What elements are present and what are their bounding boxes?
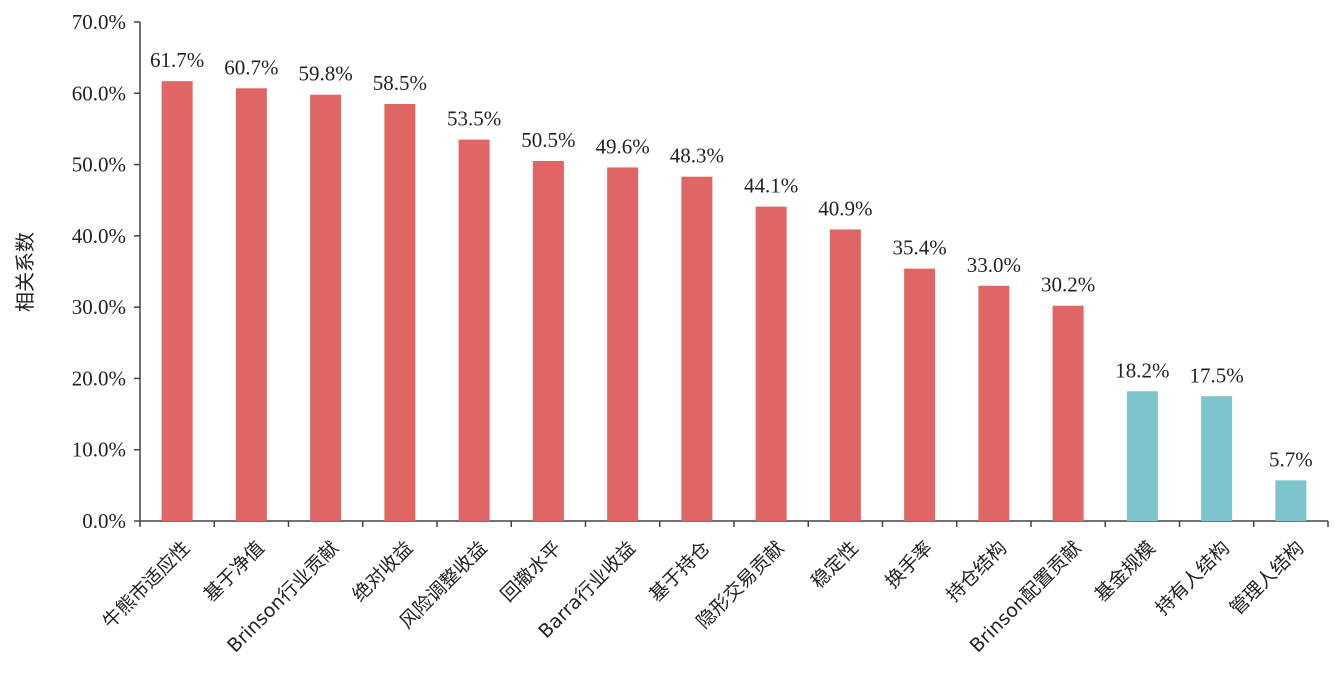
- bar: [681, 176, 713, 521]
- x-tick-label: 基金规模: [1091, 537, 1160, 606]
- data-labels: 61.7% 60.7% 59.8% 58.5% 53.5% 50.5% 49.6% 48.3%…: [150, 48, 1313, 471]
- data-label: 58.5%: [373, 71, 427, 95]
- x-tick-label: 换手率: [881, 537, 937, 593]
- bar: [755, 206, 787, 521]
- data-label: 50.5%: [521, 128, 575, 152]
- bar: [607, 167, 639, 521]
- y-tick-label: 30.0%: [72, 295, 126, 319]
- bar: [235, 88, 267, 521]
- data-label: 18.2%: [1115, 358, 1169, 382]
- bar: [978, 285, 1010, 521]
- y-tick-label: 10.0%: [72, 438, 126, 462]
- x-tick-label: 基于持仓: [645, 537, 714, 606]
- y-tick-label: 70.0%: [72, 10, 126, 34]
- data-label: 48.3%: [670, 144, 724, 168]
- y-tick-label: 0.0%: [82, 509, 126, 533]
- bars: [161, 81, 1307, 522]
- x-tick-label: 持有人结构: [1151, 537, 1234, 620]
- x-tick-label: 管理人结构: [1226, 537, 1309, 620]
- bar: [1275, 480, 1307, 521]
- bar: [904, 268, 936, 521]
- data-label: 44.1%: [744, 174, 798, 198]
- data-label: 53.5%: [447, 107, 501, 131]
- y-tick-label: 40.0%: [72, 224, 126, 248]
- data-label: 33.0%: [967, 253, 1021, 277]
- y-axis-title: 相关系数: [13, 232, 37, 312]
- bar: [384, 103, 416, 521]
- bar: [161, 81, 193, 521]
- bar: [310, 94, 342, 521]
- data-label: 5.7%: [1269, 447, 1313, 471]
- y-tick-label: 50.0%: [72, 153, 126, 177]
- data-label: 17.5%: [1190, 363, 1244, 387]
- y-axis-title-group: 相关系数: [13, 232, 37, 312]
- data-label: 35.4%: [893, 236, 947, 260]
- x-tick-label: 绝对收益: [348, 537, 417, 606]
- bar: [1126, 391, 1158, 521]
- x-tick-label: 牛熊市适应性: [98, 537, 194, 633]
- bar: [458, 139, 490, 521]
- data-label: 49.6%: [596, 134, 650, 158]
- data-label: 30.2%: [1041, 273, 1095, 297]
- data-label: 61.7%: [150, 48, 204, 72]
- bar: [829, 229, 861, 522]
- y-tick-label: 60.0%: [72, 81, 126, 105]
- data-label: 40.9%: [818, 196, 872, 220]
- x-tick-label: 持仓结构: [942, 537, 1011, 606]
- bar: [532, 161, 564, 521]
- bar: [1052, 305, 1084, 521]
- data-label: 59.8%: [299, 62, 353, 86]
- x-tick-label: 回撤水平: [497, 537, 566, 606]
- y-ticks: 0.0% 10.0% 20.0% 30.0% 40.0% 50.0% 60.0% 70.0%: [72, 10, 140, 533]
- y-tick-label: 20.0%: [72, 366, 126, 390]
- bar: [1201, 396, 1233, 521]
- x-tick-label: 基于净值: [200, 537, 269, 606]
- data-label: 60.7%: [224, 55, 278, 79]
- x-tick-label: 稳定性: [807, 537, 863, 593]
